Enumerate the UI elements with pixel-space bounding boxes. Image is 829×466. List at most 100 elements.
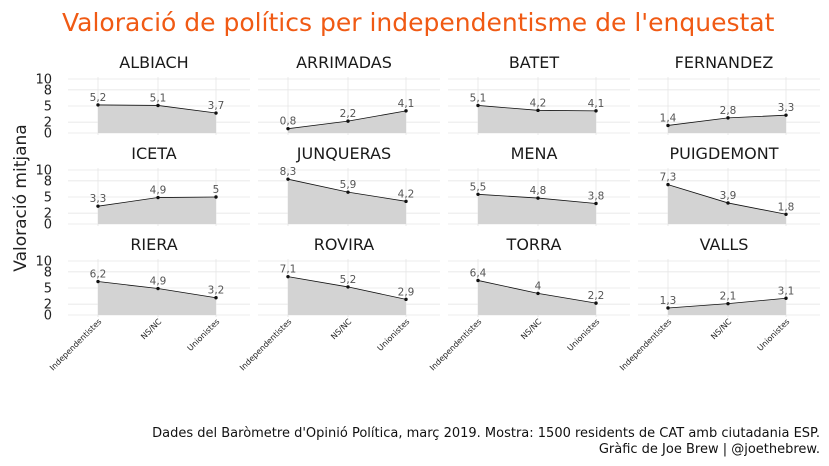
- y-tick-label: 10: [35, 164, 52, 179]
- data-point: [96, 204, 100, 208]
- area-riera: [98, 281, 216, 315]
- data-label: 4,2: [530, 97, 547, 109]
- data-label: 3,3: [778, 102, 795, 114]
- data-label: 3,2: [208, 285, 225, 297]
- data-point: [214, 296, 218, 300]
- x-tick-label: NS/NC: [709, 317, 734, 342]
- facet-title-arrimadas: ARRIMADAS: [296, 53, 392, 72]
- data-label: 6,4: [470, 267, 487, 279]
- data-label: 4,1: [588, 98, 605, 110]
- data-label: 4,1: [398, 98, 415, 110]
- y-tick-label: 0: [44, 218, 52, 233]
- area-valls: [668, 298, 786, 315]
- x-tick-label: Independentistes: [428, 317, 483, 372]
- data-point: [346, 285, 350, 289]
- caption-source: Dades del Baròmetre d'Opinió Política, m…: [152, 426, 820, 441]
- data-point: [726, 301, 730, 306]
- data-point: [726, 116, 730, 120]
- data-label: 1,8: [778, 201, 795, 213]
- data-point: [214, 195, 218, 199]
- facet-title-iceta: ICETA: [131, 144, 177, 163]
- x-tick-label: Unionistes: [756, 317, 792, 353]
- data-point: [404, 199, 408, 204]
- x-tick-label: Independentistes: [618, 317, 673, 372]
- data-point: [784, 296, 788, 300]
- data-label: 5,1: [470, 92, 487, 104]
- y-tick-label: 5: [44, 100, 52, 115]
- x-tick-label: Unionistes: [376, 317, 412, 353]
- area-iceta: [98, 197, 216, 224]
- data-point: [594, 109, 598, 113]
- y-tick-label: 5: [44, 282, 52, 297]
- x-tick-label: Independentistes: [238, 317, 293, 372]
- data-label: 5,2: [340, 274, 357, 286]
- data-label: 2,2: [340, 108, 357, 120]
- chart-title: Valoració de polítics per independentism…: [62, 8, 775, 37]
- y-tick-label: 5: [44, 191, 52, 206]
- data-point: [286, 126, 290, 131]
- data-point: [784, 113, 788, 117]
- area-junqueras: [288, 179, 406, 224]
- data-point: [346, 119, 350, 123]
- data-label: 3,7: [208, 100, 225, 112]
- data-point: [96, 279, 100, 284]
- data-label: 4,9: [150, 276, 167, 288]
- data-point: [594, 301, 598, 305]
- data-point: [726, 201, 730, 205]
- data-point: [476, 192, 480, 196]
- data-label: 4,8: [530, 185, 547, 197]
- data-label: 3,9: [720, 190, 737, 202]
- data-point: [346, 190, 350, 194]
- y-tick-label: 8: [44, 174, 52, 189]
- data-label: 3,3: [90, 193, 107, 205]
- area-mena: [478, 194, 596, 224]
- data-label: 5: [213, 184, 220, 196]
- data-point: [666, 182, 670, 187]
- x-tick-label: Unionistes: [566, 317, 602, 353]
- data-point: [536, 196, 540, 200]
- y-tick-label: 8: [44, 83, 52, 98]
- facet-title-batet: BATET: [509, 53, 560, 72]
- data-point: [476, 103, 480, 108]
- data-point: [536, 291, 540, 296]
- data-label: 2,1: [720, 291, 737, 303]
- data-label: 5,5: [470, 181, 487, 193]
- x-tick-label: NS/NC: [329, 317, 354, 342]
- area-fernandez: [668, 115, 786, 133]
- data-point: [96, 103, 100, 107]
- facet-title-valls: VALLS: [700, 235, 749, 254]
- data-label: 0,8: [280, 116, 297, 128]
- data-point: [156, 103, 160, 108]
- data-point: [286, 274, 290, 279]
- x-tick-label: Independentistes: [48, 317, 103, 372]
- data-label: 2,8: [720, 105, 737, 117]
- data-point: [594, 201, 598, 206]
- data-label: 7,3: [660, 172, 677, 184]
- y-tick-label: 0: [44, 309, 52, 324]
- data-label: 3,8: [588, 190, 605, 202]
- y-tick-label: 8: [44, 265, 52, 280]
- y-tick-label: 2: [44, 298, 52, 313]
- y-tick-label: 2: [44, 116, 52, 131]
- data-label: 1,4: [660, 112, 677, 124]
- facet-title-mena: MENA: [511, 144, 558, 163]
- facet-title-junqueras: JUNQUERAS: [296, 144, 391, 163]
- data-label: 4,9: [150, 185, 167, 197]
- facet-title-puigdemont: PUIGDEMONT: [669, 144, 778, 163]
- area-albiach: [98, 104, 216, 133]
- y-tick-label: 10: [35, 255, 52, 270]
- data-label: 4,2: [398, 188, 415, 200]
- data-label: 5,2: [90, 92, 107, 104]
- facet-title-albiach: ALBIACH: [119, 53, 188, 72]
- data-label: 7,1: [280, 264, 297, 276]
- data-point: [286, 177, 290, 181]
- data-label: 3,1: [778, 285, 795, 297]
- data-point: [404, 297, 408, 302]
- data-label: 1,3: [660, 295, 677, 307]
- data-label: 5,9: [340, 179, 357, 191]
- data-point: [156, 286, 160, 291]
- x-tick-label: NS/NC: [519, 317, 544, 342]
- area-rovira: [288, 276, 406, 315]
- data-label: 4: [535, 280, 542, 292]
